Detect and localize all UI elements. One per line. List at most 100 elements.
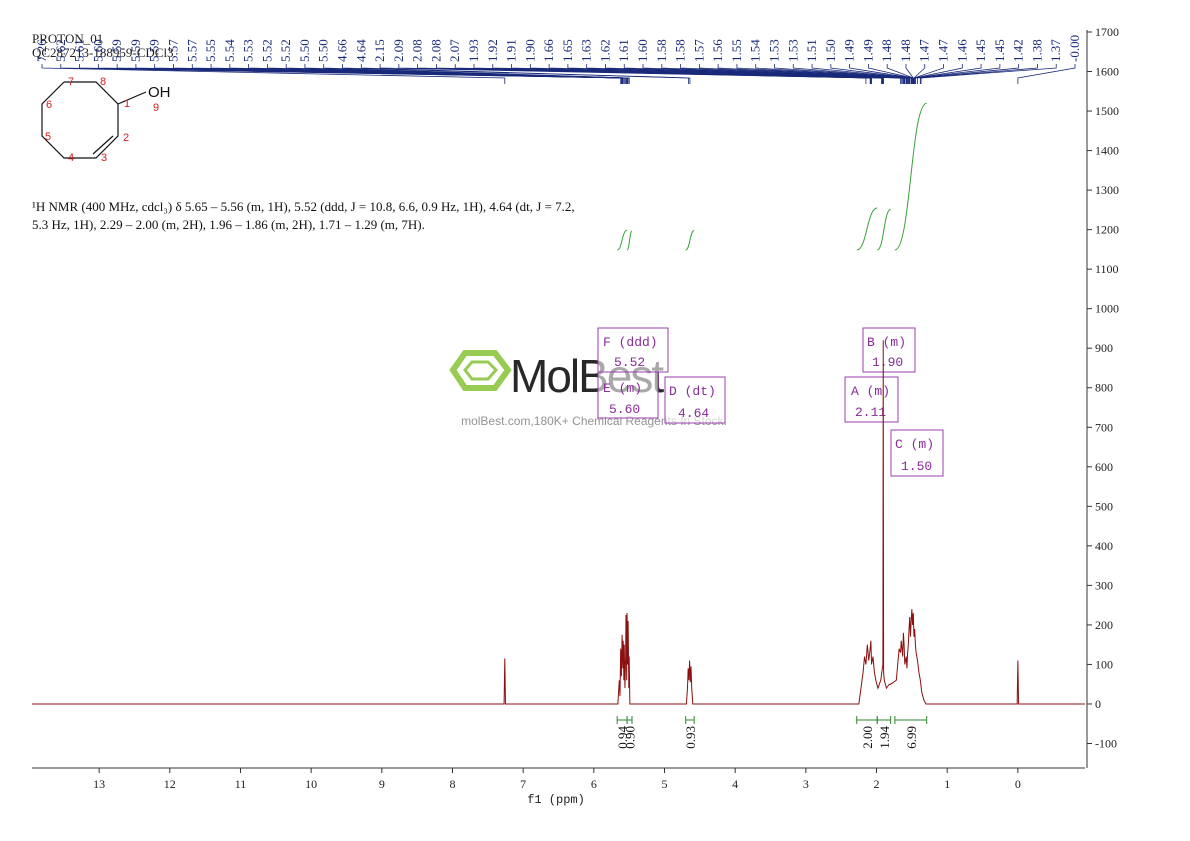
chart-subtitle: QC287213-188959-CDCl3 (32, 45, 174, 60)
atom-number: 2 (123, 132, 129, 144)
atom-number: 8 (100, 76, 106, 88)
atom-number: 5 (45, 131, 51, 143)
ring (41, 81, 119, 159)
peak-connector (920, 64, 1057, 84)
peak-connector (529, 64, 884, 84)
peak-label: 4.66 (335, 39, 350, 62)
peak-label: 1.48 (879, 39, 894, 62)
peak-connector (905, 64, 914, 84)
x-tick-label: 2 (874, 777, 880, 791)
multiplet-box (664, 376, 726, 424)
peak-label: 2.07 (447, 39, 462, 62)
multiplet-box (597, 327, 669, 373)
peak-label: 1.42 (1011, 39, 1026, 62)
multiplet-shift: 2.11 (855, 405, 886, 420)
peak-connector (1017, 64, 1076, 84)
multiplet-name: D (dt) (669, 384, 716, 399)
y-tick-label: 1300 (1095, 183, 1119, 197)
peak-label: 1.37 (1048, 39, 1063, 62)
integral-bracket (626, 716, 633, 724)
y-tick-label: 1500 (1095, 104, 1119, 118)
logo (449, 350, 512, 391)
x-tick-label: 3 (803, 777, 809, 791)
peak-label: 1.55 (729, 39, 744, 62)
peak-label: 1.53 (785, 39, 800, 62)
multiplet-box (862, 327, 916, 373)
x-axis-label: f1 (ppm) (527, 793, 585, 807)
integral-bracket (616, 716, 628, 724)
peak-connector (919, 64, 1038, 84)
peak-label: 5.52 (259, 39, 274, 62)
integral-label: 2.00 (860, 726, 875, 749)
peak-label: 1.45 (973, 39, 988, 62)
integral-bracket (856, 716, 878, 724)
peak-label: 1.58 (673, 39, 688, 62)
atom-number: 4 (68, 152, 74, 164)
peak-label: 1.47 (936, 39, 951, 62)
multiplet-name: B (m) (867, 335, 906, 350)
multiplet-box (890, 429, 944, 477)
logo-inner (463, 360, 499, 381)
integral-label: 0.90 (623, 726, 638, 749)
multiplet-boxes (597, 327, 944, 477)
double-bond (92, 135, 114, 155)
multiplet-shift: 5.60 (609, 402, 640, 417)
peak-label: -0.00 (1067, 35, 1082, 62)
multiplet-name: A (m) (851, 384, 890, 399)
peak-label: 1.46 (954, 39, 969, 62)
peak-label: 5.60 (90, 39, 105, 62)
y-tick-label: 1200 (1095, 223, 1119, 237)
peak-label: 1.48 (898, 39, 913, 62)
peak-label: 1.62 (597, 39, 612, 62)
peak-label: 2.08 (410, 39, 425, 62)
y-tick-label: 700 (1095, 420, 1113, 434)
multiplet-name: E (m) (603, 381, 642, 396)
peak-label: 1.91 (504, 39, 519, 62)
y-tick-label: 1600 (1095, 65, 1119, 79)
peak-label: 1.50 (823, 39, 838, 62)
peak-connector (914, 64, 963, 84)
peak-label: 1.49 (860, 39, 875, 62)
spectrum (32, 340, 1085, 705)
multiplet-name: F (ddd) (603, 335, 658, 350)
peak-label: 1.92 (485, 39, 500, 62)
peak-label: 1.56 (710, 39, 725, 62)
multiplet-box (844, 376, 899, 423)
peak-label: 2.08 (428, 39, 443, 62)
x-tick-label: 5 (662, 777, 668, 791)
integral-label: 0.94 (615, 726, 630, 749)
peak-label: 1.53 (766, 39, 781, 62)
integral-curve (856, 207, 878, 251)
y-tick-label: 900 (1095, 341, 1113, 355)
peak-connector (792, 64, 911, 84)
peak-label: 5.50 (316, 39, 331, 62)
peak-connector (917, 64, 1020, 84)
peak-label: 1.45 (992, 39, 1007, 62)
peak-label: 2.09 (391, 39, 406, 62)
y-tick-label: 200 (1095, 618, 1113, 632)
peak-label: 5.59 (128, 39, 143, 62)
x-tick-label: 1 (944, 777, 950, 791)
x-tick-label: 11 (235, 777, 247, 791)
integral-label: 0.93 (683, 726, 698, 749)
peak-label: 1.60 (635, 39, 650, 62)
peak-connector (868, 64, 913, 84)
peak-label: 1.65 (560, 39, 575, 62)
y-tick-label: 600 (1095, 460, 1113, 474)
description: ¹H NMR (400 MHz, cdcl₃) δ 5.65 – 5.56 (m… (32, 199, 575, 232)
multiplet-shift: 1.50 (901, 459, 932, 474)
integral-bracket (685, 716, 695, 724)
peak-connector (755, 64, 910, 84)
atom-number: 6 (46, 99, 52, 111)
multiplet-box (597, 371, 659, 419)
y-tick-label: 400 (1095, 539, 1113, 553)
peak-label: 1.38 (1029, 39, 1044, 62)
y-tick-label: 300 (1095, 578, 1113, 592)
x-tick-label: 8 (449, 777, 455, 791)
integral-label: 1.94 (877, 726, 892, 749)
peak-label: 1.49 (842, 39, 857, 62)
peak-connector (41, 64, 506, 84)
integral-curve (626, 230, 633, 251)
peak-connector (360, 64, 691, 84)
